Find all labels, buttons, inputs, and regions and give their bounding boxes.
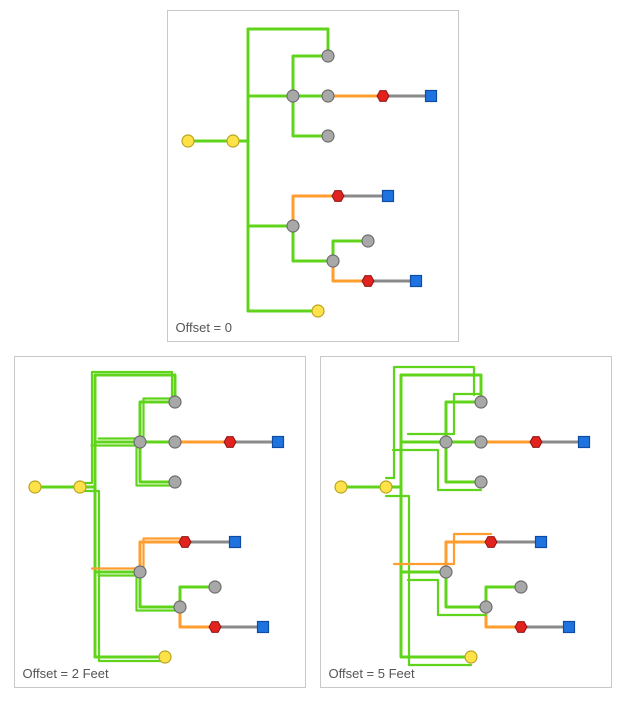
panel-row: Offset = 2 Feet Offset = 5 Feet [10, 356, 615, 688]
edge [80, 375, 175, 487]
gray-node [475, 436, 487, 448]
gray-node [322, 130, 334, 142]
edge [293, 96, 328, 136]
blue-node [272, 437, 283, 448]
edge [233, 29, 328, 141]
yellow-node [159, 651, 171, 663]
offset-edge [91, 446, 175, 486]
red-node [377, 91, 389, 102]
gray-node [515, 581, 527, 593]
diagram-panel: Offset = 0 [167, 10, 459, 342]
red-node [332, 191, 344, 202]
red-node [209, 622, 221, 633]
edge [386, 375, 481, 487]
red-node [530, 437, 542, 448]
yellow-node [182, 135, 194, 147]
red-node [179, 537, 191, 548]
gray-node [287, 90, 299, 102]
edge [140, 442, 175, 482]
gray-node [475, 476, 487, 488]
offset-edge [98, 399, 175, 439]
gray-node [440, 566, 452, 578]
gray-node [327, 255, 339, 267]
gray-node [209, 581, 221, 593]
panel-label: Offset = 0 [176, 320, 233, 335]
red-node [485, 537, 497, 548]
gray-node [134, 566, 146, 578]
edge [446, 402, 481, 442]
gray-node [322, 90, 334, 102]
diagram-panel: Offset = 5 Feet [320, 356, 612, 688]
blue-node [563, 622, 574, 633]
gray-node [169, 396, 181, 408]
blue-node [382, 191, 393, 202]
blue-node [578, 437, 589, 448]
blue-node [535, 537, 546, 548]
blue-node [229, 537, 240, 548]
gray-node [169, 476, 181, 488]
edge [140, 402, 175, 442]
offset-edge [386, 367, 474, 478]
panel-label: Offset = 5 Feet [329, 666, 415, 681]
gray-node [169, 436, 181, 448]
yellow-node [380, 481, 392, 493]
edge [446, 542, 491, 572]
edge [293, 196, 338, 226]
diagram-panel: Offset = 2 Feet [14, 356, 306, 688]
edge [140, 542, 185, 572]
edge [293, 56, 328, 96]
edge [446, 572, 486, 607]
edge [293, 226, 333, 261]
edge [446, 442, 481, 482]
yellow-node [312, 305, 324, 317]
yellow-node [74, 481, 86, 493]
blue-node [257, 622, 268, 633]
diagram-svg [321, 357, 613, 689]
panel-row: Offset = 0 [10, 10, 615, 342]
red-node [362, 276, 374, 287]
red-node [224, 437, 236, 448]
diagram-svg [15, 357, 307, 689]
edge [140, 572, 180, 607]
gray-node [174, 601, 186, 613]
gray-node [287, 220, 299, 232]
yellow-node [335, 481, 347, 493]
blue-node [425, 91, 436, 102]
yellow-node [227, 135, 239, 147]
diagram-svg [168, 11, 460, 343]
yellow-node [465, 651, 477, 663]
blue-node [410, 276, 421, 287]
yellow-node [29, 481, 41, 493]
gray-node [440, 436, 452, 448]
red-node [515, 622, 527, 633]
gray-node [322, 50, 334, 62]
offset-edge [393, 450, 481, 490]
gray-node [362, 235, 374, 247]
panel-label: Offset = 2 Feet [23, 666, 109, 681]
gray-node [134, 436, 146, 448]
gray-node [475, 396, 487, 408]
gray-node [480, 601, 492, 613]
